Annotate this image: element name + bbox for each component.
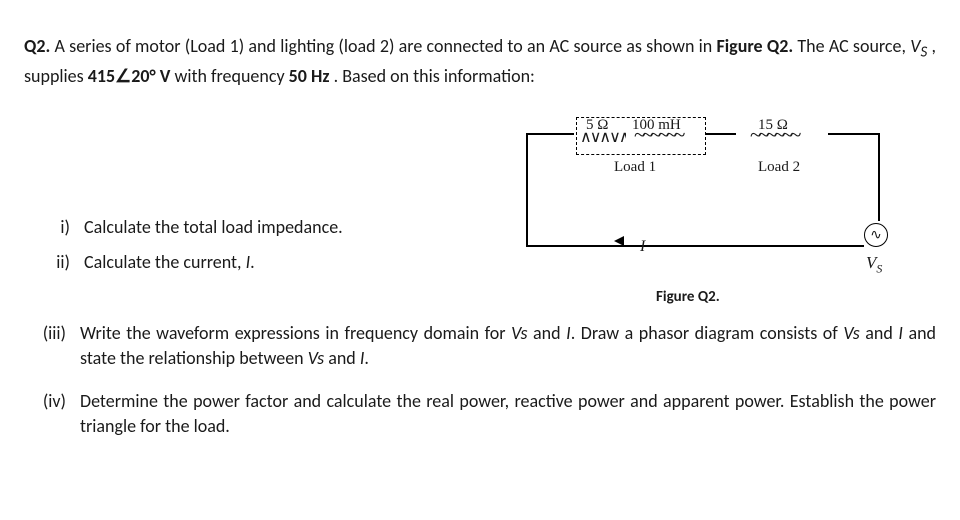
preamble-tail: . Based on this information: xyxy=(334,65,535,87)
part-iv: (iv) Determine the power factor and calc… xyxy=(24,389,936,439)
content-row: i) Calculate the total load impedance. i… xyxy=(24,95,936,303)
preamble-freq: 50 Hz xyxy=(289,65,330,87)
circuit-figure: 5 Ω 100 mH 15 Ω Load 1 Load 2 I ∿ VS Fig… xyxy=(496,103,916,303)
current-label: I xyxy=(640,236,645,258)
part-iii-text: Write the waveform expressions in freque… xyxy=(80,321,936,371)
part-iii-label: (iii) xyxy=(24,321,66,346)
preamble-vs: V xyxy=(910,35,920,57)
figure-caption: Figure Q2. xyxy=(656,287,720,308)
part-i-text: Calculate the total load impedance. xyxy=(84,215,476,240)
inductor-icon xyxy=(634,130,694,144)
resistor-icon-2 xyxy=(750,130,812,144)
current-arrow-icon xyxy=(614,236,624,246)
question-preamble: Q2. A series of motor (Load 1) and light… xyxy=(24,34,936,89)
part-iv-label: (iv) xyxy=(24,389,66,414)
preamble-figref: Figure Q2. xyxy=(716,35,793,57)
vs-sub: S xyxy=(876,261,882,275)
part-i-label: i) xyxy=(28,215,70,240)
part-ii-label: ii) xyxy=(28,250,70,275)
preamble-volt: 415∠20° V xyxy=(88,65,171,87)
preamble-prefix: A series of motor (Load 1) and lighting … xyxy=(55,35,717,57)
part-iii: (iii) Write the waveform expressions in … xyxy=(24,321,936,371)
load1-name: Load 1 xyxy=(614,157,656,178)
preamble-mid: The AC source, xyxy=(797,35,910,57)
preamble-vs-sub: S xyxy=(920,44,927,62)
vs-label: VS xyxy=(866,251,882,277)
vs-sym: V xyxy=(866,253,876,272)
figure-column: 5 Ω 100 mH 15 Ω Load 1 Load 2 I ∿ VS Fig… xyxy=(476,95,936,303)
resistor-icon-1 xyxy=(580,130,626,144)
part-ii: ii) Calculate the current, I. xyxy=(28,250,476,275)
preamble-mid3: with frequency xyxy=(174,65,288,87)
load2-name: Load 2 xyxy=(758,157,800,178)
part-ii-text: Calculate the current, I. xyxy=(84,250,476,275)
left-column: i) Calculate the total load impedance. i… xyxy=(24,95,476,285)
question-number: Q2. xyxy=(24,35,50,57)
ac-source-icon: ∿ xyxy=(864,223,888,247)
part-iv-text: Determine the power factor and calculate… xyxy=(80,389,936,439)
part-i: i) Calculate the total load impedance. xyxy=(28,215,476,240)
